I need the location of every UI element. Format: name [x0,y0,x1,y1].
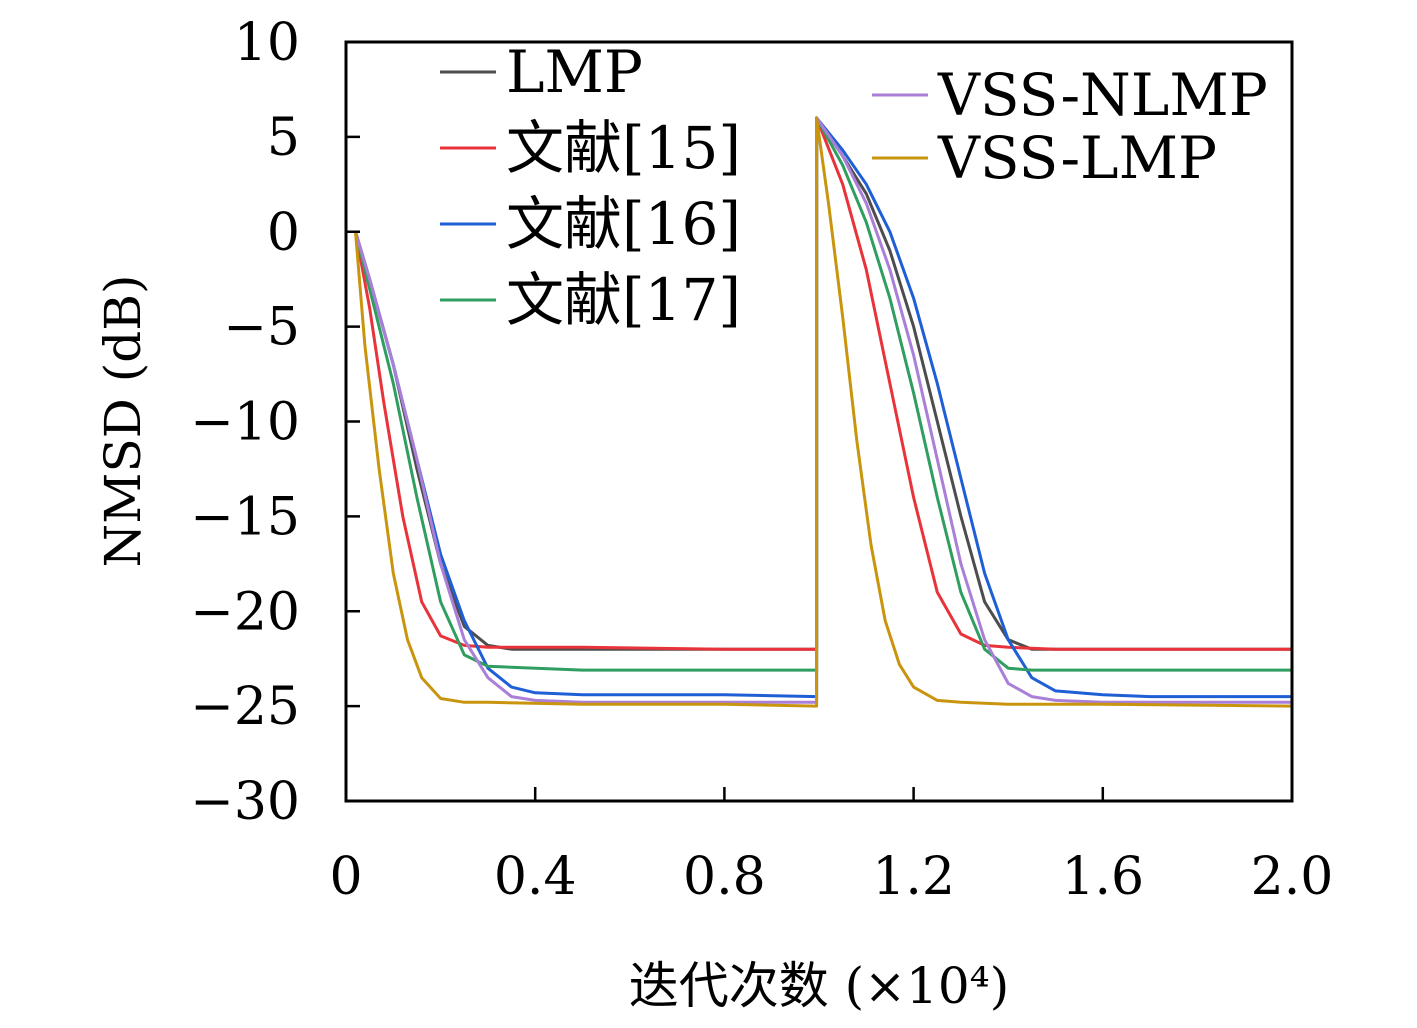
series-line-5 [354,116,1292,708]
y-tick-label: 0 [267,203,300,263]
x-tick-label: 2.0 [1251,847,1334,907]
x-tick-label: 0.8 [683,847,766,907]
series-line-1 [354,116,1292,651]
ticks-layer: 0 0.4 0.8 1.2 1.6 2.0 10 5 0 −5 −10 −15 −20 −25 −30 [190,13,1333,907]
legend-label-3: 文献[17] [506,266,741,334]
y-tick-label: −30 [190,772,300,832]
x-tick-label: 1.2 [872,847,955,907]
y-tick-label: −5 [223,298,300,358]
x-tick-label: 1.6 [1061,847,1144,907]
series-line-0 [354,116,1292,651]
legend-label-5: VSS-LMP [937,124,1217,192]
y-tick-label: 5 [267,108,300,168]
x-tick-label: 0 [329,847,362,907]
series-layer [354,116,1292,708]
y-tick-label: −20 [190,582,300,642]
y-tick-label: 10 [234,13,300,73]
y-tick-label: −10 [190,393,300,453]
legend-label-1: 文献[15] [506,114,741,182]
legend-label-4: VSS-NLMP [937,61,1268,129]
y-tick-label: −15 [190,487,300,547]
series-line-4 [354,116,1292,704]
y-axis-label: NMSD (dB) [94,275,152,568]
series-line-3 [354,116,1292,672]
x-axis-label: 迭代次数 (×10⁴) [629,957,1009,1015]
x-tick-label: 0.4 [494,847,577,907]
series-line-2 [354,116,1292,699]
legend-label-2: 文献[16] [506,190,741,258]
y-tick-label: −25 [190,677,300,737]
legend-label-0: LMP [506,38,643,106]
